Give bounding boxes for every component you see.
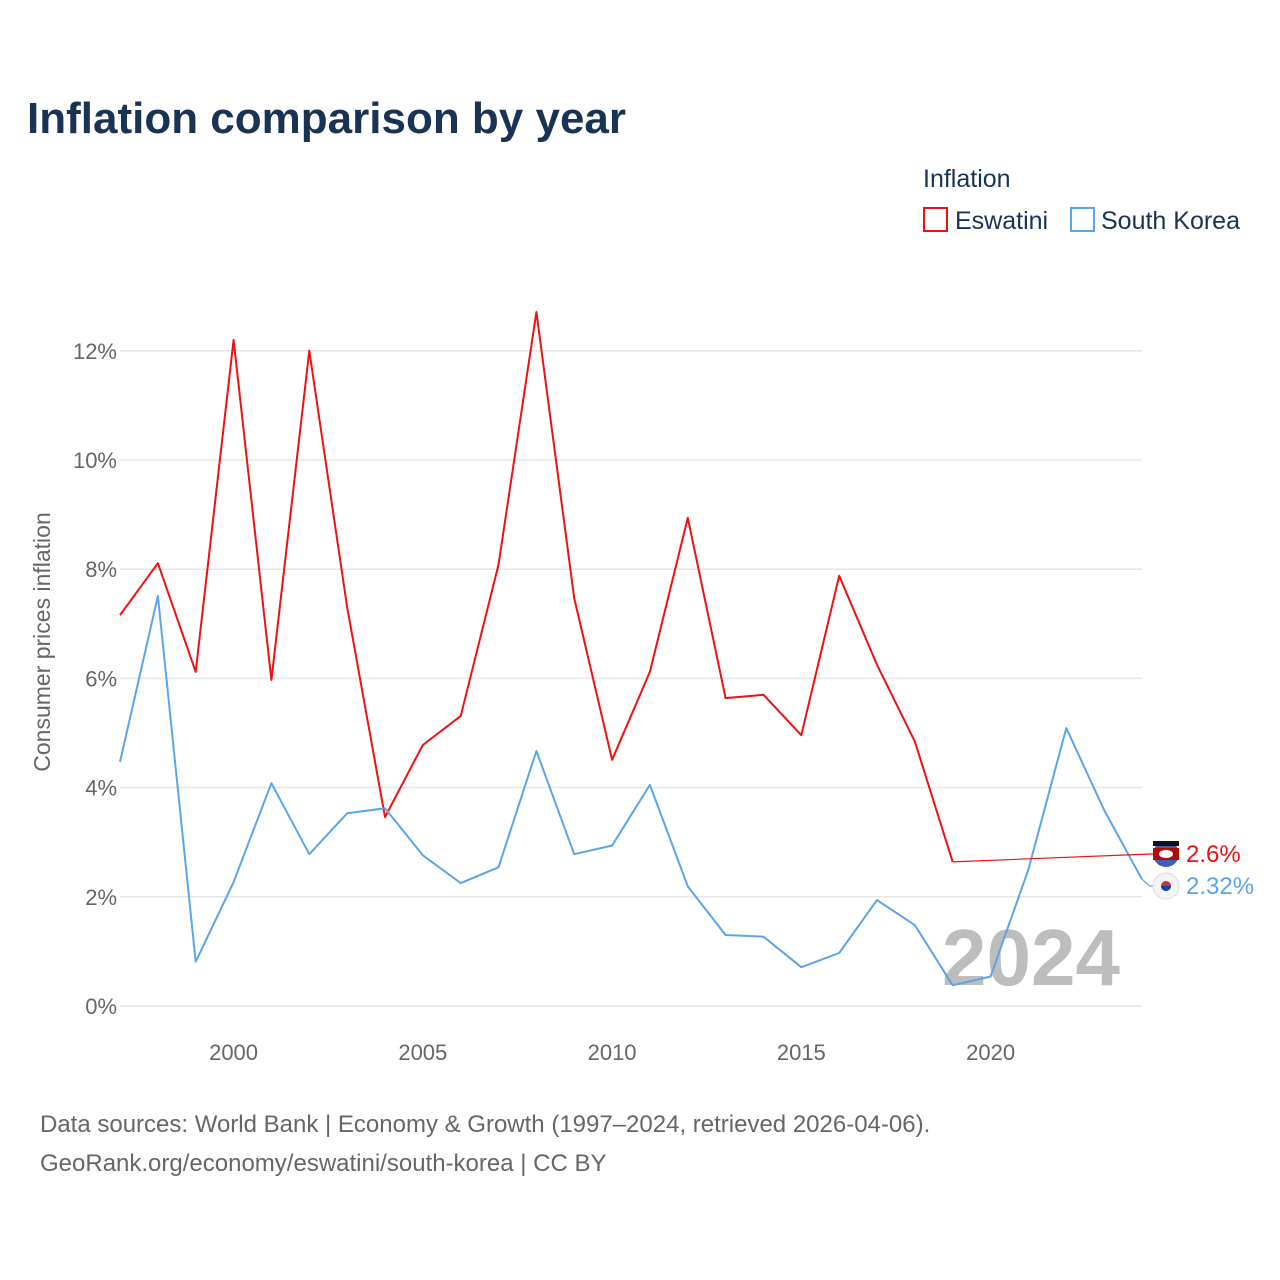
series-line-south-korea [119,595,1143,987]
end-value-label: 2.32% [1186,873,1254,900]
y-axis-ticks: 0% 2% 4% 6% 8% 10% 12% [73,339,117,1019]
chart-title: Inflation comparison by year [27,94,626,143]
leader-line [952,853,1166,863]
x-tick-label: 2000 [209,1040,258,1065]
legend-item-eswatini[interactable]: Eswatini [923,207,1048,235]
year-watermark: 2024 [942,913,1120,1002]
source-line-1: Data sources: World Bank | Economy & Gro… [40,1111,930,1138]
source-line-2[interactable]: GeoRank.org/economy/eswatini/south-korea… [40,1150,607,1177]
y-tick-label: 2% [85,885,117,910]
eswatini-flag-icon [1153,841,1179,867]
x-tick-label: 2010 [588,1040,637,1065]
y-tick-label: 4% [85,776,117,801]
y-tick-label: 8% [85,557,117,582]
x-axis-ticks: 2000 2005 2010 2015 2020 [209,1040,1015,1065]
legend-item-south-korea[interactable]: South Korea [1070,207,1240,235]
x-tick-label: 2015 [777,1040,826,1065]
x-tick-label: 2020 [966,1040,1015,1065]
end-labels: 2.6% 2.32% [952,841,1254,900]
end-value-label: 2.6% [1186,841,1241,868]
y-tick-label: 12% [73,339,117,364]
south-korea-flag-icon [1152,872,1180,900]
gridlines [120,350,1142,1007]
y-axis-label: Consumer prices inflation [29,512,55,772]
legend-label-eswatini: Eswatini [955,207,1048,235]
y-tick-label: 10% [73,448,117,473]
y-tick-label: 0% [85,994,117,1019]
y-tick-label: 6% [85,666,117,691]
legend-swatch-south-korea [1070,207,1095,232]
series-lines [119,311,1143,987]
series-line-eswatini [119,311,954,863]
legend-label-south-korea: South Korea [1101,207,1240,235]
legend-title: Inflation [923,165,1011,193]
legend-swatch-eswatini [923,207,948,232]
x-tick-label: 2005 [398,1040,447,1065]
